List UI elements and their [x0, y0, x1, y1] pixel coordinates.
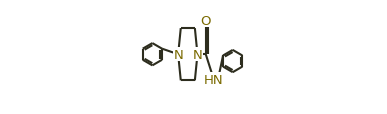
Text: O: O — [200, 14, 211, 27]
Text: N: N — [193, 48, 202, 61]
Text: N: N — [173, 48, 183, 61]
Text: HN: HN — [204, 73, 224, 86]
